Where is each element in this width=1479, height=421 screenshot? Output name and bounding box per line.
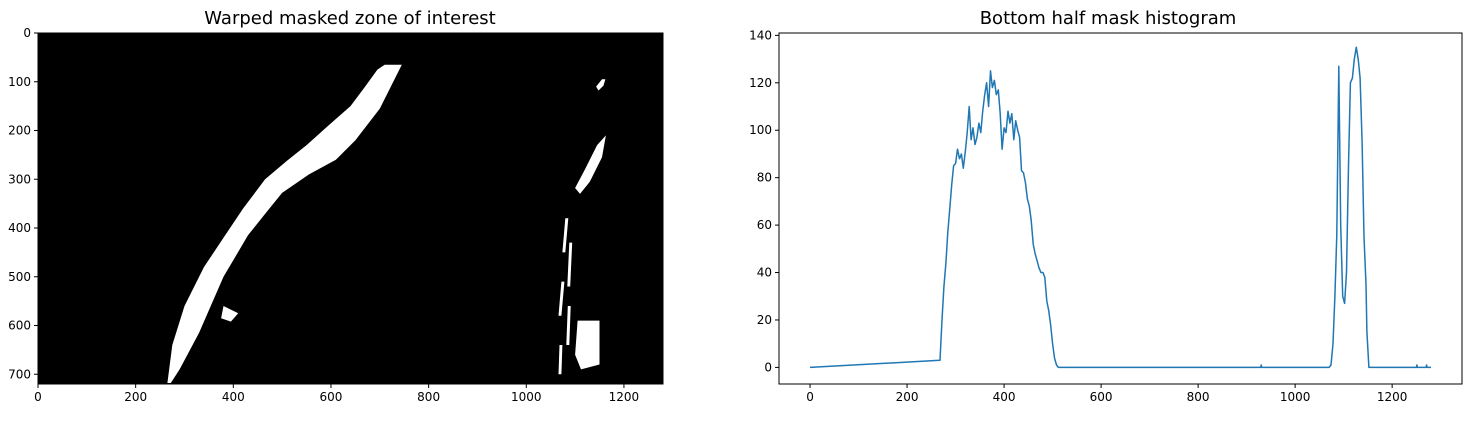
histogram-y-tick-label: 140 (749, 28, 772, 42)
right-lane-band-upper (575, 135, 606, 194)
image-y-tick-label: 200 (8, 124, 31, 138)
histogram-x-tick-label: 800 (1187, 390, 1210, 404)
histogram-panel: Bottom half mask histogram 0 200 400 600 800… (749, 8, 1463, 404)
histogram-line (809, 46, 1431, 369)
image-y-tick-label: 100 (8, 75, 31, 89)
histogram-x-tick-label: 1000 (1280, 390, 1311, 404)
image-x-tick-label: 800 (417, 390, 440, 404)
image-title: Warped masked zone of interest (204, 8, 495, 29)
histogram-plot-area (779, 33, 1462, 384)
histogram-x-tick-label: 200 (896, 390, 919, 404)
image-white-regions (167, 64, 606, 383)
image-x-axis: 0 200 400 600 800 1000 1200 (34, 384, 639, 404)
image-y-tick-label: 400 (8, 221, 31, 235)
histogram-y-tick-label: 80 (757, 171, 772, 185)
right-lane-speckle-2 (558, 281, 565, 316)
right-lane-dash-top (596, 79, 606, 91)
left-lane-band (167, 64, 402, 383)
image-y-tick-label: 0 (23, 26, 31, 40)
image-x-tick-label: 400 (222, 390, 245, 404)
image-x-tick-label: 0 (34, 390, 42, 404)
histogram-x-tick-label: 0 (806, 390, 814, 404)
histogram-y-tick-label: 100 (749, 123, 772, 137)
histogram-frame (778, 32, 1463, 385)
image-y-tick-label: 600 (8, 319, 31, 333)
histogram-x-tick-label: 400 (993, 390, 1016, 404)
image-y-tick-label: 300 (8, 172, 31, 186)
right-lane-speckle-5 (566, 306, 571, 345)
image-x-tick-label: 200 (124, 390, 147, 404)
right-lane-speckle-1 (562, 218, 569, 253)
image-panel: Warped masked zone of interest 0 200 400 60… (8, 8, 664, 404)
image-background (38, 33, 663, 384)
histogram-y-tick-label: 20 (757, 313, 772, 327)
image-y-tick-label: 500 (8, 270, 31, 284)
histogram-y-tick-label: 60 (757, 218, 772, 232)
right-lane-speckle-3 (558, 345, 563, 375)
right-lane-band-lower (575, 320, 600, 370)
image-x-tick-label: 1000 (511, 390, 542, 404)
histogram-x-tick-label: 600 (1090, 390, 1113, 404)
histogram-title: Bottom half mask histogram (980, 8, 1237, 29)
image-x-tick-label: 600 (320, 390, 343, 404)
histogram-y-tick-label: 120 (749, 76, 772, 90)
histogram-y-tick-label: 40 (757, 266, 772, 280)
histogram-y-tick-label: 0 (764, 360, 772, 374)
right-lane-speckle-4 (567, 242, 573, 287)
left-lane-blob (221, 306, 239, 322)
histogram-x-tick-label: 1200 (1377, 390, 1408, 404)
histogram-x-axis: 0 200 400 600 800 1000 1200 (806, 384, 1407, 404)
histogram-y-axis: 0 20 40 60 80 100 120 140 (749, 28, 779, 374)
image-frame (37, 32, 664, 385)
image-y-tick-label: 700 (8, 367, 31, 381)
image-y-axis: 0 100 200 300 400 500 600 700 (8, 26, 38, 381)
image-x-tick-label: 1200 (609, 390, 640, 404)
